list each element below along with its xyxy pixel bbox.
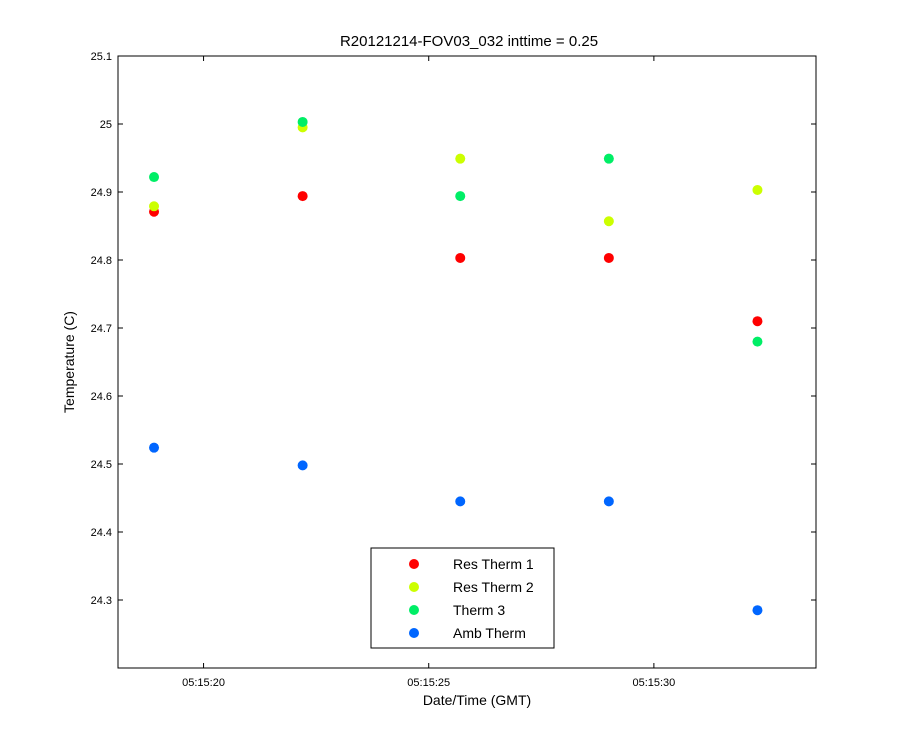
legend-marker: [409, 628, 419, 638]
legend-box: [370, 547, 555, 649]
y-tick-label: 24.5: [91, 459, 112, 471]
legend-label: Therm 3: [453, 602, 505, 618]
y-tick-label: 24.6: [91, 391, 112, 403]
legend-label: Res Therm 2: [453, 579, 534, 595]
data-point-series-2: [297, 116, 308, 127]
y-axis-label: Temperature (C): [61, 311, 77, 413]
data-point-series-2: [752, 336, 763, 347]
data-point-series-1: [455, 153, 466, 164]
data-point-series-2: [603, 153, 614, 164]
legend-label: Amb Therm: [453, 625, 526, 641]
data-point-series-1: [752, 184, 763, 195]
x-tick-label: 05:15:20: [182, 677, 225, 689]
y-tick-label: 24.3: [91, 595, 112, 607]
y-tick-label: 24.7: [91, 323, 112, 335]
legend-label: Res Therm 1: [453, 556, 534, 572]
data-points: [149, 116, 763, 616]
x-tick-label: 05:15:25: [407, 677, 450, 689]
legend-marker: [409, 582, 419, 592]
x-tick-label: 05:15:30: [632, 677, 675, 689]
data-point-series-1: [149, 201, 160, 212]
y-tick-label: 24.8: [91, 255, 112, 267]
legend-marker: [409, 605, 419, 615]
data-point-series-3: [603, 496, 614, 507]
data-point-series-2: [149, 172, 160, 183]
data-point-series-0: [603, 252, 614, 263]
x-axis-label: Date/Time (GMT): [423, 692, 531, 708]
legend-marker: [409, 559, 419, 569]
legend: Res Therm 1 Res Therm 2 Therm 3 Amb Therm: [370, 547, 555, 649]
y-tick-label: 25: [100, 119, 112, 131]
data-point-series-0: [455, 252, 466, 263]
data-point-series-0: [752, 316, 763, 327]
data-point-series-1: [603, 216, 614, 227]
chart-title: R20121214-FOV03_032 inttime = 0.25: [340, 33, 598, 50]
y-tick-label: 24.9: [91, 187, 112, 199]
data-point-series-3: [297, 460, 308, 471]
data-point-series-3: [149, 442, 160, 453]
y-axis-ticks: 24.3 24.4 24.5 24.6 24.7 24.8 24.9 25 25.1: [91, 51, 816, 607]
x-axis-ticks: 05:15:20 05:15:25 05:15:30: [182, 56, 675, 689]
y-tick-label: 24.4: [91, 527, 112, 539]
data-point-series-3: [455, 496, 466, 507]
data-point-series-2: [455, 191, 466, 202]
data-point-series-3: [752, 605, 763, 616]
y-tick-label: 25.1: [91, 51, 112, 63]
data-point-series-0: [297, 191, 308, 202]
